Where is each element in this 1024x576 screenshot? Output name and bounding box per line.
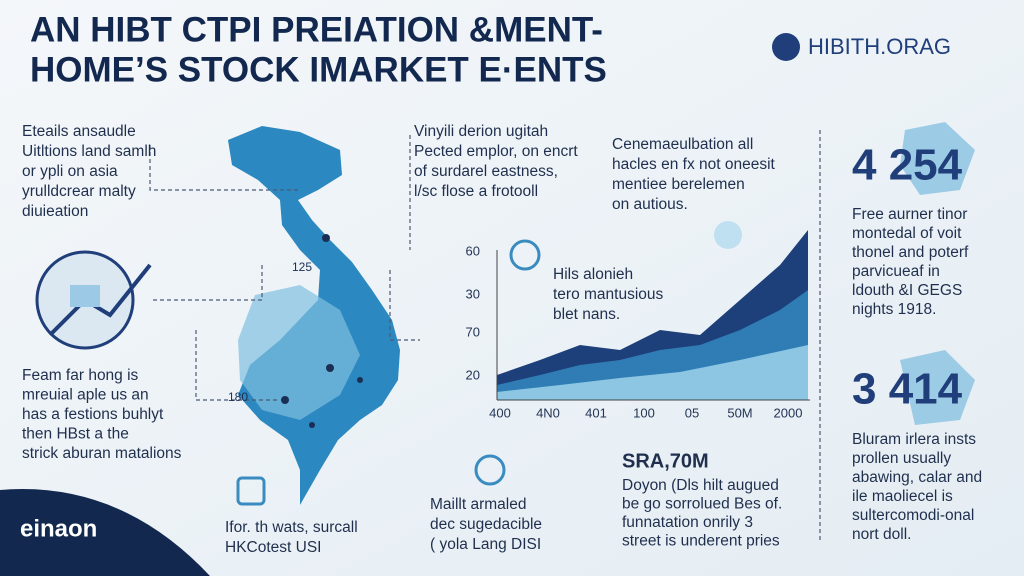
text-line: nights 1918. bbox=[852, 301, 936, 318]
text-line: Eteails ansaudle bbox=[22, 123, 136, 140]
logo-icon bbox=[772, 33, 800, 61]
map-label: 180 bbox=[228, 390, 248, 404]
text-line: yrulldcrear malty bbox=[22, 183, 136, 200]
text-line: has a festions buhlyt bbox=[22, 406, 164, 423]
text-line: Doyon (Dls hilt augued bbox=[622, 477, 779, 494]
text-line: Hils alonieh bbox=[553, 266, 633, 283]
text-line: hacles en fx not oneesit bbox=[612, 156, 776, 173]
map-region bbox=[238, 285, 360, 420]
text-line: Ifor. th wats, surcall bbox=[225, 519, 358, 536]
connector-lines bbox=[149, 130, 821, 540]
x-tick-label: 4N0 bbox=[536, 405, 560, 420]
text-line: montedal of voit bbox=[852, 225, 962, 242]
text-line: ile maoliecel is bbox=[852, 488, 953, 505]
y-tick-label: 70 bbox=[466, 324, 480, 339]
text-line: tero mantusious bbox=[553, 286, 664, 303]
area-chart bbox=[496, 230, 810, 401]
text-line: HKCotest USI bbox=[225, 539, 321, 556]
text-line: Feam far hong is bbox=[22, 367, 139, 384]
text-line: l/sc flose a frotooll bbox=[414, 183, 538, 200]
text-line: Cenemaeulbation all bbox=[612, 136, 753, 153]
x-tick-label: 05 bbox=[685, 405, 699, 420]
map-dots bbox=[281, 234, 363, 428]
x-tick-label: 100 bbox=[633, 405, 655, 420]
title-line: HOME’S STOCK IMARKET E·ENTS bbox=[30, 50, 607, 89]
header-logo: HIBITH.ORAG bbox=[808, 34, 951, 59]
title-line: AN HIBT CTPI PREIATION &MENT- bbox=[30, 10, 603, 49]
text-line: nort doll. bbox=[852, 526, 911, 543]
map-label: 125 bbox=[292, 260, 312, 274]
icon bbox=[474, 454, 506, 486]
x-tick-label: 400 bbox=[489, 405, 511, 420]
text-line: or ypli on asia bbox=[22, 163, 118, 180]
stat-value: 3 414 bbox=[852, 365, 963, 414]
chat-icon bbox=[714, 221, 742, 249]
y-tick-label: 30 bbox=[466, 286, 480, 301]
text-line: street is underent pries bbox=[622, 533, 780, 550]
text-line: sultercomodi-onal bbox=[852, 507, 974, 524]
x-tick-label: 401 bbox=[585, 405, 607, 420]
footer-band bbox=[0, 489, 210, 576]
icon bbox=[236, 476, 266, 506]
y-tick-label: 20 bbox=[466, 367, 480, 382]
text-line: mentiee berelemen bbox=[612, 176, 745, 193]
text-line: Maillt armaled bbox=[430, 496, 526, 513]
text-line: diuieation bbox=[22, 203, 88, 220]
text-line: then HBst a the bbox=[22, 426, 129, 443]
x-tick-label: 50M bbox=[727, 405, 752, 420]
text-line: blet nans. bbox=[553, 306, 620, 323]
growth-icon bbox=[35, 250, 152, 350]
text-line: Vinyili derion ugitah bbox=[414, 123, 548, 140]
text-line: be go sorrolued Bes of. bbox=[622, 496, 782, 513]
footer-logo: einaon bbox=[20, 515, 97, 542]
text-line: dec sugedacible bbox=[430, 516, 542, 533]
text-line: thonel and poterf bbox=[852, 244, 969, 261]
chart-icon bbox=[509, 239, 541, 271]
text-line: mreuial aple us an bbox=[22, 387, 149, 404]
text-line: abawing, calar and bbox=[852, 469, 982, 486]
text-line: Uitltions land samlh bbox=[22, 143, 156, 160]
text-line: prollen usually bbox=[852, 450, 951, 467]
text-line: Pected emplor, on encrt bbox=[414, 143, 578, 160]
text-line: on autious. bbox=[612, 196, 688, 213]
region-shape bbox=[900, 122, 975, 195]
text-line: Free aurner tinor bbox=[852, 206, 967, 223]
text-line: of surdarel eastness, bbox=[414, 163, 558, 180]
region-shape bbox=[900, 350, 975, 425]
text-line: Bluram irlera insts bbox=[852, 431, 976, 448]
x-tick-label: 2000 bbox=[774, 405, 803, 420]
section-title: SRA,70M bbox=[622, 450, 709, 472]
stat-value: 4 254 bbox=[852, 141, 963, 190]
text-line: ldouth &I GEGS bbox=[852, 282, 962, 299]
text-line: parvicueaf in bbox=[852, 263, 940, 280]
y-tick-label: 60 bbox=[466, 243, 480, 258]
text-line: strick aburan matalions bbox=[22, 445, 182, 462]
text-line: funnatation onrily 3 bbox=[622, 514, 753, 531]
text-line: ( yola Lang DISI bbox=[430, 536, 541, 553]
